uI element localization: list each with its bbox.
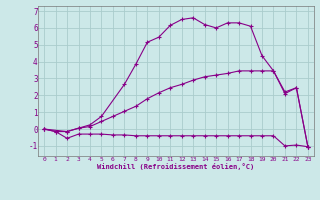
X-axis label: Windchill (Refroidissement éolien,°C): Windchill (Refroidissement éolien,°C) — [97, 163, 255, 170]
